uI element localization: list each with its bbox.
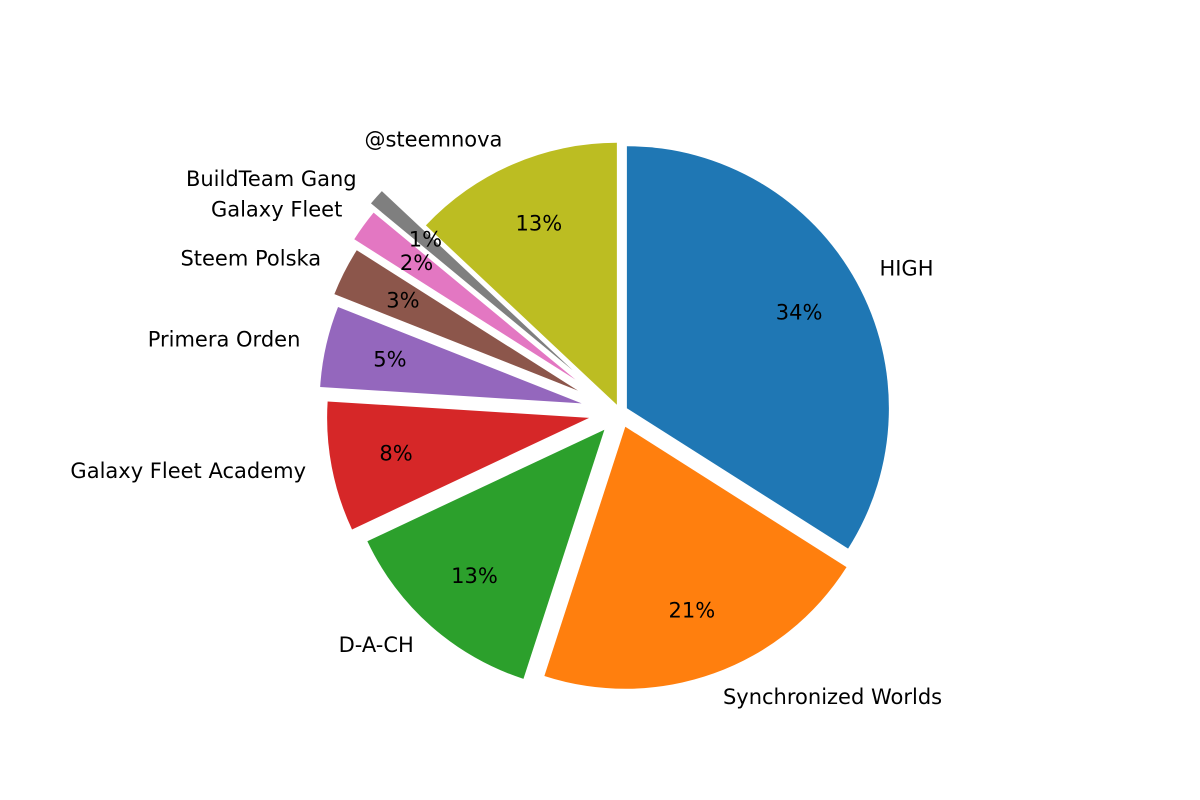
slice-primera-orden <box>320 306 582 404</box>
slice-synchronized-worlds <box>544 426 847 689</box>
pct-high: 34% <box>776 301 823 325</box>
pct-galaxy-fleet: 2% <box>400 251 433 275</box>
slice-labels: HIGH Synchronized Worlds D-A-CH Galaxy Flee… <box>70 127 942 709</box>
percent-labels: 34% 21% 13% 8% 5% 3% 2%1% 13% <box>373 211 822 622</box>
pie-slices <box>320 142 889 689</box>
pct-galaxy-fleet-academy: 8% <box>379 442 412 466</box>
pct-d-a-ch: 13% <box>451 564 498 588</box>
label-d-a-ch: D-A-CH <box>339 633 414 657</box>
label-steemnova: @steemnova <box>364 127 502 151</box>
slice-galaxy-fleet <box>354 212 576 380</box>
slice-steem-polska <box>334 250 578 391</box>
pct-steemnova: 13% <box>515 211 562 235</box>
slice-steemnova <box>425 142 617 405</box>
slice-buildteam-gang <box>370 191 573 371</box>
slice-d-a-ch <box>367 429 605 679</box>
pct-primera-orden: 5% <box>373 348 406 372</box>
label-galaxy-fleet-academy: Galaxy Fleet Academy <box>70 459 306 483</box>
pct-buildteam-gang: 1% <box>409 227 442 251</box>
pct-steem-polska: 3% <box>386 288 419 312</box>
slice-high <box>626 146 889 549</box>
label-galaxy-fleet: Galaxy Fleet <box>211 197 342 221</box>
label-primera-orden: Primera Orden <box>148 328 301 352</box>
label-steem-polska: Steem Polska <box>180 247 321 271</box>
slice-galaxy-fleet-academy <box>327 401 590 530</box>
label-synchronized-worlds: Synchronized Worlds <box>723 685 942 709</box>
label-high: HIGH <box>879 256 933 280</box>
pct-synchronized-worlds: 21% <box>669 599 716 623</box>
label-buildteam-gang: BuildTeam Gang <box>186 167 357 191</box>
